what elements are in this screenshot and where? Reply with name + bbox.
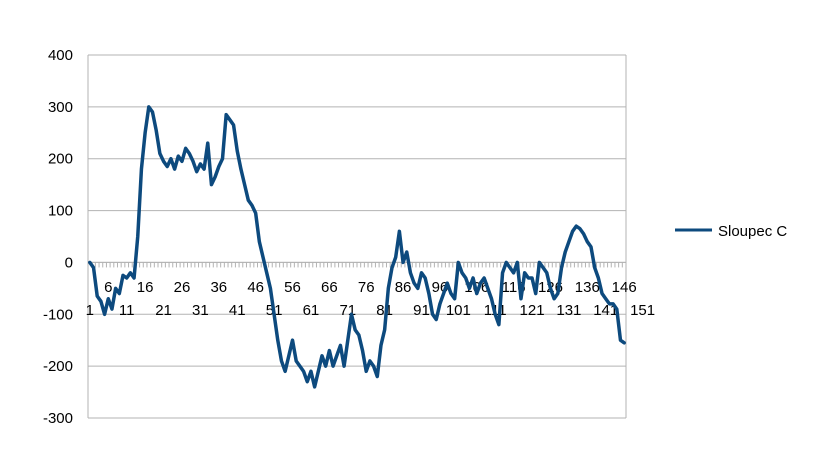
y-tick-label: -100 (43, 306, 73, 323)
x-tick-label: 6 (104, 279, 112, 296)
y-tick-label: 0 (65, 254, 73, 271)
x-tick-label: 11 (119, 302, 135, 319)
x-tick-label: 16 (137, 279, 154, 296)
axes (87, 55, 627, 418)
x-tick-label: 136 (575, 279, 600, 296)
y-tick-label: -300 (43, 410, 73, 427)
series-lines (88, 105, 626, 389)
x-tick-label: 141 (593, 302, 618, 319)
x-tick-label: 66 (321, 279, 338, 296)
y-tick-label: 100 (48, 203, 73, 220)
legend-label-sloupec-c: Sloupec C (718, 223, 787, 240)
x-tick-label: 131 (556, 302, 581, 319)
x-tick-label: 61 (303, 302, 320, 319)
x-tick-label: 1 (86, 302, 94, 319)
y-tick-label: 200 (48, 151, 73, 168)
x-tick-label: 26 (174, 279, 191, 296)
x-tick-label: 76 (358, 279, 375, 296)
x-tick-label: 41 (229, 302, 246, 319)
series-line-sloupec-c (88, 105, 626, 389)
y-tick-label: 400 (48, 47, 73, 64)
x-tick-label: 121 (520, 302, 545, 319)
x-tick-label: 31 (192, 302, 209, 319)
x-tick-label: 146 (612, 279, 637, 296)
x-tick-label: 101 (446, 302, 471, 319)
x-tick-label: 46 (247, 279, 264, 296)
x-tick-label: 36 (210, 279, 227, 296)
gridlines (88, 54, 626, 419)
x-tick-label: 151 (630, 302, 655, 319)
x-tick-label: 91 (413, 302, 430, 319)
y-tick-label: -200 (43, 358, 73, 375)
x-tick-label: 56 (284, 279, 301, 296)
x-axis-tick-labels: 1611162126313641465156616671768186919610… (86, 279, 655, 319)
x-tick-label: 86 (395, 279, 412, 296)
x-tick-label: 21 (155, 302, 172, 319)
y-tick-label: 300 (48, 99, 73, 116)
y-axis-tick-labels: -300 -200 -100 0 100 200 300 400 (43, 47, 73, 427)
legend: Sloupec C (675, 223, 787, 240)
